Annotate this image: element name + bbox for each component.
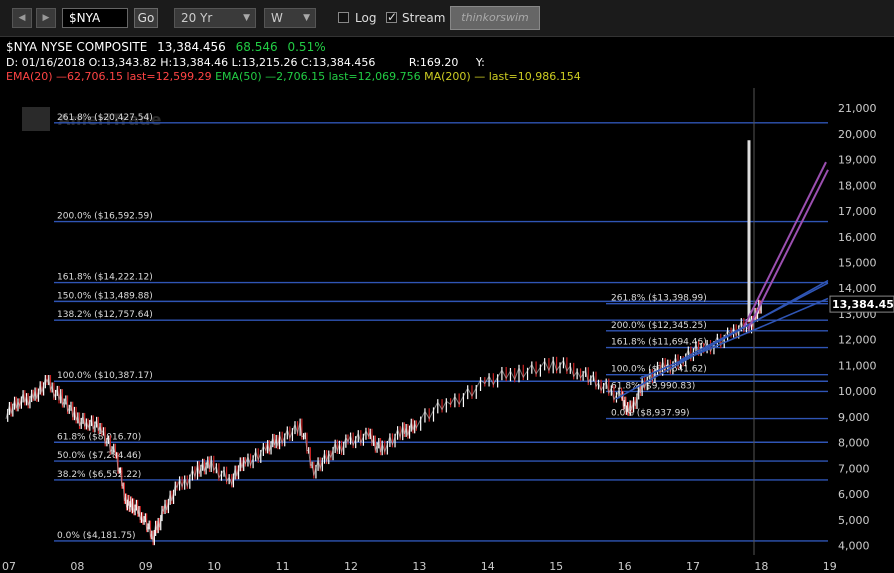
fib-level-label: 61.8% ($8,016.70) <box>57 432 141 442</box>
fib-level-label: 50.0% ($7,284.46) <box>57 451 141 461</box>
current-price-badge <box>829 295 894 313</box>
x-tick-label: 11 <box>276 560 290 573</box>
y-tick-label: 8,000 <box>838 437 870 450</box>
x-tick-label: 07 <box>2 560 16 573</box>
log-checkbox[interactable] <box>338 12 349 23</box>
aggregation-value: W <box>271 11 283 25</box>
y-tick-label: 7,000 <box>838 462 870 475</box>
fib-level-label: 100.0% ($10,387.17) <box>57 371 153 381</box>
y-tick-label: 9,000 <box>838 411 870 424</box>
aggregation-dropdown[interactable]: W ▼ <box>264 8 316 28</box>
x-tick-label: 19 <box>823 560 837 573</box>
x-tick-label: 12 <box>344 560 358 573</box>
fib-level-label: 200.0% ($12,345.25) <box>611 321 707 331</box>
fib-level-label: 150.0% ($13,489.88) <box>57 291 153 301</box>
trend-line <box>639 297 829 380</box>
go-button[interactable]: Go <box>134 8 158 28</box>
back-button[interactable]: ◀ <box>12 8 32 28</box>
forward-button[interactable]: ▶ <box>36 8 56 28</box>
fib-level-label: 0.0% ($4,181.75) <box>57 531 136 541</box>
ema50-legend: EMA(50) —2,706.15 last=12,069.756 <box>215 70 421 83</box>
projection-line <box>743 161 827 328</box>
y-tick-label: 4,000 <box>838 540 870 553</box>
triangle-right-icon: ▶ <box>42 13 50 23</box>
y-tick-label: 10,000 <box>838 385 877 398</box>
x-tick-label: 15 <box>549 560 563 573</box>
stream-checkbox[interactable] <box>386 10 397 24</box>
fib-level-label: 38.2% ($6,552.22) <box>57 470 141 480</box>
y-tick-label: 6,000 <box>838 488 870 501</box>
y-tick-label: 5,000 <box>838 514 870 527</box>
percent-change: 0.51% <box>287 40 326 54</box>
quote-line: D: 01/16/2018 O:13,343.82 H:13,384.46 L:… <box>6 56 376 69</box>
x-tick-label: 10 <box>207 560 221 573</box>
symbol-input[interactable] <box>62 8 128 28</box>
trend-line <box>679 282 829 362</box>
ema20-legend: EMA(20) —62,706.15 last=12,599.29 <box>6 70 212 83</box>
fib-level-label: 161.8% ($11,694.46) <box>611 338 707 348</box>
fib-level-label: 200.0% ($16,592.59) <box>57 212 153 222</box>
last-price: 13,384.456 <box>157 40 226 54</box>
thinkorswim-logo: thinkorswim <box>450 6 540 30</box>
chevron-down-icon: ▼ <box>303 13 310 23</box>
y-tick-label: 14,000 <box>838 282 877 295</box>
y-tick-label: 18,000 <box>838 179 877 192</box>
toolbar: ◀ ▶ Go 20 Yr▼ W▼ Log Stream thinkorswim <box>0 0 894 37</box>
y-tick-label: 20,000 <box>838 128 877 141</box>
range-value: R:169.20 <box>408 56 459 69</box>
x-tick-label: 09 <box>139 560 153 573</box>
ma200-legend: MA(200) — last=10,986.154 <box>424 70 581 83</box>
current-price-label: 13,384.456 <box>832 298 894 311</box>
fib-level-label: 0.0% ($8,937.99) <box>611 409 690 419</box>
fib-level-label: 261.8% ($20,427.54) <box>57 113 153 123</box>
y-value: Y: <box>475 56 485 69</box>
price-line <box>5 302 762 543</box>
chevron-down-icon: ▼ <box>243 13 250 23</box>
fib-level-label: 138.2% ($12,757.64) <box>57 310 153 320</box>
x-tick-label: 14 <box>481 560 495 573</box>
chart-header: $NYA NYSE COMPOSITE 13,384.456 68.546 0.… <box>0 37 894 85</box>
projection-line <box>747 169 829 330</box>
y-tick-label: 12,000 <box>838 334 877 347</box>
y-tick-label: 11,000 <box>838 359 877 372</box>
x-tick-label: 16 <box>618 560 632 573</box>
timeframe-value: 20 Yr <box>181 11 213 25</box>
watermark-text: AmeriTrade <box>58 110 162 129</box>
fib-level-label: 261.8% ($13,398.99) <box>611 294 707 304</box>
x-tick-label: 18 <box>754 560 768 573</box>
y-tick-label: 21,000 <box>838 102 877 115</box>
fib-level-label: 161.8% ($14,222.12) <box>57 273 153 283</box>
y-tick-label: 15,000 <box>838 257 877 270</box>
triangle-left-icon: ◀ <box>18 13 26 23</box>
fib-level-label: 61.8% ($9,990.83) <box>611 381 695 391</box>
x-tick-label: 08 <box>70 560 84 573</box>
stream-label: Stream <box>402 11 446 25</box>
symbol-title: $NYA NYSE COMPOSITE <box>6 40 148 54</box>
x-tick-label: 17 <box>686 560 700 573</box>
price-chart[interactable]: 21,000 20,000 19,000 18,000 17,000 16,000 15,0… <box>0 85 894 573</box>
trend-line <box>615 279 829 400</box>
net-change: 68.546 <box>235 40 278 54</box>
timeframe-dropdown[interactable]: 20 Yr ▼ <box>174 8 256 28</box>
y-tick-label: 17,000 <box>838 205 877 218</box>
watermark-logo <box>22 107 50 131</box>
y-tick-label: 19,000 <box>838 154 877 167</box>
x-tick-label: 13 <box>412 560 426 573</box>
y-tick-label: 16,000 <box>838 231 877 244</box>
log-label: Log <box>355 11 377 25</box>
